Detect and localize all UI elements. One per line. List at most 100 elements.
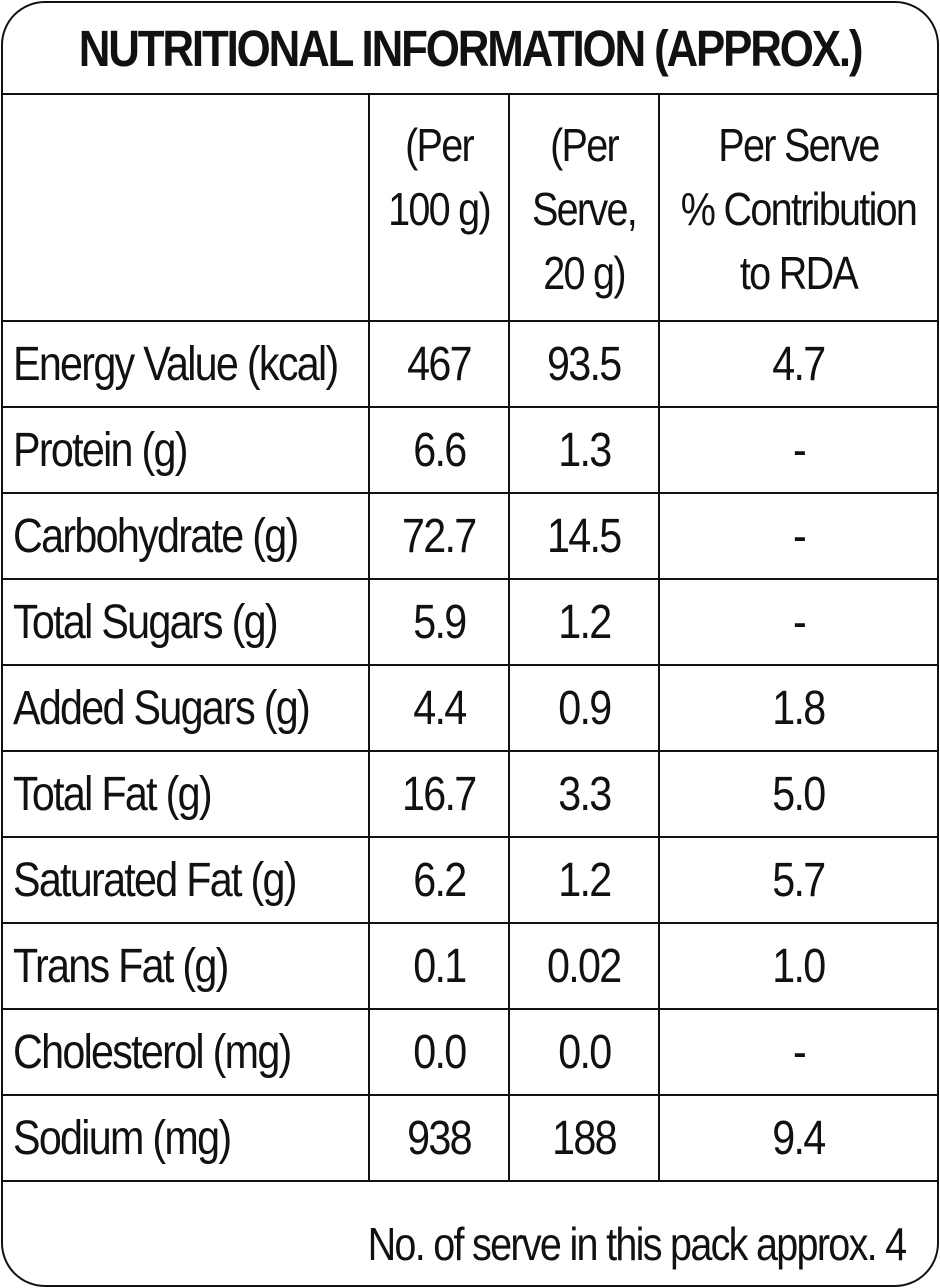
value-rda-contribution: - [792, 509, 806, 563]
value-rda-contribution: 5.0 [772, 767, 826, 821]
nutrient-name: Trans Fat (g) [13, 939, 229, 993]
value-rda-contribution-cell: - [659, 579, 937, 666]
value-per-100g: 6.6 [412, 423, 467, 477]
value-per-100g-cell: 0.0 [369, 1009, 510, 1096]
value-rda-contribution: 1.0 [772, 939, 826, 993]
value-per-100g: 6.2 [412, 853, 467, 907]
header-per-serve: (Per Serve, 20 g) [509, 95, 660, 322]
value-per-serve: 0.0 [557, 1025, 612, 1079]
value-per-serve-cell: 0.0 [509, 1009, 660, 1096]
value-per-100g-cell: 6.2 [369, 837, 510, 924]
value-per-100g: 16.7 [402, 767, 477, 821]
value-per-100g: 72.7 [402, 509, 477, 563]
value-per-100g-cell: 0.1 [369, 923, 510, 1010]
value-per-100g-cell: 467 [369, 321, 510, 408]
label-title-text: NUTRITIONAL INFORMATION (APPROX.) [78, 19, 864, 77]
value-per-serve: 0.02 [547, 939, 622, 993]
value-per-100g: 5.9 [412, 595, 467, 649]
nutrient-name: Added Sugars (g) [13, 681, 311, 735]
value-per-100g-cell: 4.4 [369, 665, 510, 752]
value-per-serve-cell: 0.02 [509, 923, 660, 1010]
nutrient-name-cell: Saturated Fat (g) [3, 837, 370, 924]
value-rda-contribution: - [792, 595, 806, 649]
serves-note: No. of serve in this pack approx. 4 [3, 1203, 937, 1285]
nutrient-name: Energy Value (kcal) [13, 337, 339, 391]
header-nutrient [3, 95, 370, 322]
value-rda-contribution: - [792, 1025, 806, 1079]
nutrient-name-cell: Added Sugars (g) [3, 665, 370, 752]
nutrient-name-cell: Total Fat (g) [3, 751, 370, 838]
nutrient-name-cell: Protein (g) [3, 407, 370, 494]
value-per-100g: 938 [407, 1111, 472, 1165]
table-row: Sodium (mg) 938 188 9.4 [3, 1095, 937, 1182]
serves-note-text: No. of serve in this pack approx. 4 [367, 1218, 907, 1270]
table-row: Total Fat (g) 16.7 3.3 5.0 [3, 751, 937, 838]
value-rda-contribution-cell: 1.8 [659, 665, 937, 752]
value-rda-contribution: 4.7 [772, 337, 826, 391]
value-per-serve-cell: 0.9 [509, 665, 660, 752]
label-title: NUTRITIONAL INFORMATION (APPROX.) [3, 3, 937, 95]
value-rda-contribution-cell: 5.7 [659, 837, 937, 924]
nutrient-name: Cholesterol (mg) [13, 1025, 292, 1079]
value-per-serve: 0.9 [557, 681, 612, 735]
value-per-100g: 4.4 [412, 681, 467, 735]
nutrient-name: Saturated Fat (g) [13, 853, 298, 907]
nutrient-name-cell: Total Sugars (g) [3, 579, 370, 666]
nutrition-table: (Per 100 g) (Per Serve, 20 g) Per Serve … [3, 95, 937, 1182]
value-rda-contribution-cell: - [659, 1009, 937, 1096]
nutrient-name: Protein (g) [13, 423, 189, 477]
nutrient-name: Total Sugars (g) [13, 595, 279, 649]
value-per-100g: 467 [407, 337, 472, 391]
nutrient-name: Carbohydrate (g) [13, 509, 299, 563]
nutrient-name-cell: Trans Fat (g) [3, 923, 370, 1010]
nutrient-name-cell: Energy Value (kcal) [3, 321, 370, 408]
value-per-100g-cell: 5.9 [369, 579, 510, 666]
table-row: Protein (g) 6.6 1.3 - [3, 407, 937, 494]
value-rda-contribution-cell: 9.4 [659, 1095, 937, 1182]
nutrient-name-cell: Sodium (mg) [3, 1095, 370, 1182]
value-rda-contribution-cell: - [659, 407, 937, 494]
value-per-serve-cell: 3.3 [509, 751, 660, 838]
value-per-100g-cell: 938 [369, 1095, 510, 1182]
header-per-100g: (Per 100 g) [369, 95, 510, 322]
nutrient-name-cell: Cholesterol (mg) [3, 1009, 370, 1096]
table-row: Carbohydrate (g) 72.7 14.5 - [3, 493, 937, 580]
value-per-serve: 14.5 [547, 509, 622, 563]
table-row: Trans Fat (g) 0.1 0.02 1.0 [3, 923, 937, 1010]
value-per-100g-cell: 72.7 [369, 493, 510, 580]
value-per-100g: 0.1 [412, 939, 467, 993]
value-per-100g-cell: 6.6 [369, 407, 510, 494]
header-rda-contribution: Per Serve % Contribution to RDA [659, 95, 937, 322]
table-body: Energy Value (kcal) 467 93.5 4.7 Protein (g)… [3, 321, 937, 1182]
nutrient-name-cell: Carbohydrate (g) [3, 493, 370, 580]
value-rda-contribution-cell: - [659, 493, 937, 580]
value-per-100g-cell: 16.7 [369, 751, 510, 838]
value-per-serve-cell: 1.3 [509, 407, 660, 494]
value-rda-contribution-cell: 5.0 [659, 751, 937, 838]
value-per-serve: 1.2 [557, 853, 612, 907]
table-header-row: (Per 100 g) (Per Serve, 20 g) Per Serve … [3, 95, 937, 322]
value-per-serve: 1.2 [557, 595, 612, 649]
value-rda-contribution: - [792, 423, 806, 477]
value-rda-contribution: 9.4 [772, 1111, 826, 1165]
value-per-100g: 0.0 [412, 1025, 467, 1079]
table-row: Saturated Fat (g) 6.2 1.2 5.7 [3, 837, 937, 924]
nutrient-name: Sodium (mg) [13, 1111, 232, 1165]
value-per-serve-cell: 1.2 [509, 837, 660, 924]
value-per-serve: 3.3 [557, 767, 612, 821]
value-per-serve: 1.3 [557, 423, 612, 477]
value-per-serve: 93.5 [547, 337, 622, 391]
value-per-serve-cell: 93.5 [509, 321, 660, 408]
value-rda-contribution: 5.7 [772, 853, 826, 907]
value-per-serve-cell: 188 [509, 1095, 660, 1182]
value-per-serve-cell: 14.5 [509, 493, 660, 580]
table-row: Cholesterol (mg) 0.0 0.0 - [3, 1009, 937, 1096]
value-rda-contribution: 1.8 [772, 681, 826, 735]
value-rda-contribution-cell: 1.0 [659, 923, 937, 1010]
value-per-serve: 188 [552, 1111, 617, 1165]
value-rda-contribution-cell: 4.7 [659, 321, 937, 408]
table-row: Total Sugars (g) 5.9 1.2 - [3, 579, 937, 666]
value-per-serve-cell: 1.2 [509, 579, 660, 666]
table-row: Added Sugars (g) 4.4 0.9 1.8 [3, 665, 937, 752]
